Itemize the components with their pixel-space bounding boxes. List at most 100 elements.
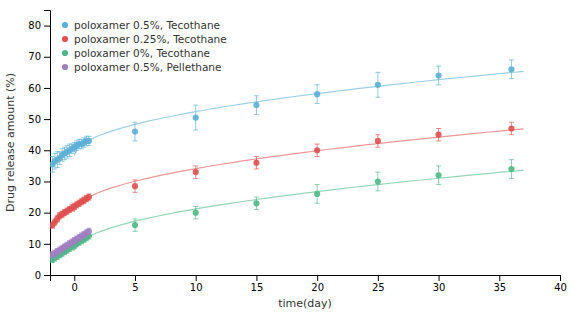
series-points	[50, 60, 515, 172]
x-axis-line	[51, 276, 561, 282]
legend-item: poloxamer 0.25%, Tecothane	[62, 33, 227, 45]
y-tick: 40	[28, 145, 50, 156]
y-tick-label: 40	[28, 145, 41, 156]
point	[86, 194, 92, 200]
x-tick-label: 15	[251, 282, 264, 293]
error-bar	[375, 72, 380, 97]
y-tick: 60	[28, 83, 50, 94]
y-tick-label: 80	[28, 20, 41, 31]
x-tick: 10	[190, 275, 203, 293]
point	[253, 160, 259, 166]
x-tick-mark	[560, 275, 561, 281]
error-bar	[436, 128, 441, 140]
x-tick-label: 35	[493, 282, 506, 293]
x-tick-mark	[499, 275, 500, 281]
y-tick-mark	[44, 119, 50, 120]
error-bar	[436, 66, 441, 85]
legend-item: poloxamer 0.5%, Pellethane	[62, 61, 222, 73]
x-tick-mark	[439, 275, 440, 281]
point	[314, 147, 320, 153]
y-tick-mark	[44, 57, 50, 58]
point	[435, 72, 441, 78]
point	[375, 82, 381, 88]
x-tick-mark	[74, 275, 75, 281]
y-tick-mark	[44, 88, 50, 89]
plot-area	[50, 60, 524, 263]
y-tick-mark	[44, 275, 50, 276]
fit-line	[74, 170, 523, 251]
y-tick-label: 30	[28, 176, 41, 187]
point	[132, 222, 138, 228]
chart-svg: 051015202530354001020304050607080time(da…	[0, 0, 572, 313]
point	[253, 200, 259, 206]
legend-label: poloxamer 0.25%, Tecothane	[74, 33, 227, 45]
x-tick-label: 0	[72, 282, 78, 293]
error-bar	[254, 197, 259, 209]
legend-label: poloxamer 0%, Tecothane	[74, 47, 210, 59]
y-tick-label: 20	[28, 207, 41, 218]
x-tick-label: 25	[372, 282, 385, 293]
error-bar	[436, 166, 441, 185]
error-bar	[133, 180, 138, 192]
y-tick-mark	[44, 213, 50, 214]
y-tick: 70	[28, 51, 50, 62]
series-points	[50, 122, 515, 228]
y-tick: 80	[28, 20, 50, 31]
x-tick: 5	[132, 275, 138, 293]
legend-swatch	[62, 22, 68, 28]
series-points	[50, 228, 92, 258]
x-tick: 40	[554, 275, 567, 293]
point	[132, 183, 138, 189]
point	[508, 166, 514, 172]
error-bar	[86, 228, 91, 234]
x-tick: 0	[72, 275, 78, 293]
legend-label: poloxamer 0.5%, Tecothane	[74, 19, 220, 31]
y-axis: 01020304050607080	[28, 11, 50, 281]
y-tick-mark	[44, 244, 50, 245]
y-tick: 50	[28, 114, 50, 125]
x-tick-label: 20	[311, 282, 324, 293]
point	[86, 228, 92, 234]
error-bar	[375, 135, 380, 147]
x-tick: 25	[372, 275, 385, 293]
x-tick-label: 30	[433, 282, 446, 293]
legend-label: poloxamer 0.5%, Pellethane	[74, 61, 221, 73]
error-bar	[193, 206, 198, 218]
y-tick-label: 0	[35, 270, 41, 281]
legend: poloxamer 0.5%, Tecothane poloxamer 0.25%…	[62, 19, 227, 73]
x-tick: 15	[251, 275, 264, 293]
y-tick-label: 70	[28, 51, 41, 62]
error-bar	[315, 85, 320, 104]
y-tick: 20	[28, 207, 50, 218]
x-tick-mark	[378, 275, 379, 281]
error-bar	[133, 122, 138, 141]
error-bar	[375, 172, 380, 191]
x-tick-label: 10	[190, 282, 203, 293]
x-axis: 0 5 10 15 20 25 30 35 40	[51, 275, 567, 293]
point	[86, 138, 92, 144]
error-bar	[254, 157, 259, 169]
y-axis-title: Drug release amount (%)	[4, 73, 17, 212]
series-points	[50, 160, 515, 263]
point	[508, 66, 514, 72]
x-tick: 20	[311, 275, 324, 293]
point	[314, 91, 320, 97]
y-tick-mark	[44, 26, 50, 27]
x-tick: 35	[493, 275, 506, 293]
error-bar	[254, 96, 259, 115]
fit-line	[74, 71, 523, 155]
x-tick-label: 40	[554, 282, 567, 293]
y-tick-mark	[44, 150, 50, 151]
point	[193, 169, 199, 175]
x-tick-mark	[317, 275, 318, 281]
point	[375, 178, 381, 184]
y-tick: 30	[28, 176, 50, 187]
fit-line	[74, 129, 523, 212]
legend-item: poloxamer 0.5%, Tecothane	[62, 19, 220, 31]
y-axis-line	[44, 11, 51, 276]
y-tick-mark	[44, 181, 50, 182]
x-tick-mark	[135, 275, 136, 281]
error-bar	[315, 144, 320, 156]
error-bar	[509, 60, 514, 79]
error-bar	[133, 219, 138, 231]
